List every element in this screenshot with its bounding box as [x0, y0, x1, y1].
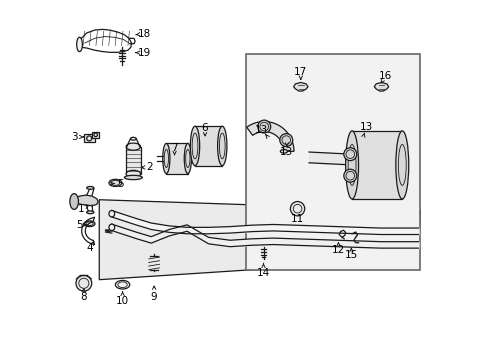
Circle shape: [343, 169, 356, 182]
Circle shape: [257, 120, 270, 133]
Polygon shape: [246, 122, 293, 151]
Text: 16: 16: [378, 71, 391, 81]
Text: 19: 19: [138, 48, 151, 58]
Text: 14: 14: [256, 267, 269, 278]
Ellipse shape: [280, 149, 287, 153]
Text: 11: 11: [290, 215, 304, 224]
Text: 13: 13: [280, 147, 293, 157]
Ellipse shape: [86, 186, 94, 189]
Ellipse shape: [126, 170, 140, 177]
Ellipse shape: [395, 131, 408, 199]
Text: 10: 10: [116, 296, 129, 306]
Text: 13: 13: [359, 122, 372, 132]
Bar: [351, 131, 402, 199]
Text: 12: 12: [331, 245, 345, 255]
Ellipse shape: [190, 126, 199, 166]
Text: 1: 1: [78, 204, 84, 214]
Polygon shape: [373, 82, 388, 91]
Ellipse shape: [84, 221, 95, 226]
FancyBboxPatch shape: [246, 54, 419, 270]
Bar: [126, 147, 140, 174]
Text: 3: 3: [71, 132, 77, 142]
Text: 2: 2: [146, 162, 152, 172]
Text: 18: 18: [138, 29, 151, 39]
Text: 8: 8: [81, 292, 87, 302]
Text: 6: 6: [202, 123, 208, 133]
Bar: [92, 132, 99, 138]
Ellipse shape: [109, 179, 122, 186]
Ellipse shape: [86, 211, 94, 214]
Polygon shape: [99, 200, 419, 280]
Circle shape: [290, 202, 304, 216]
Bar: [166, 143, 187, 174]
Ellipse shape: [109, 211, 115, 217]
Text: 13: 13: [255, 125, 268, 135]
Text: 17: 17: [294, 67, 307, 77]
Ellipse shape: [130, 137, 136, 140]
Circle shape: [76, 275, 92, 291]
Ellipse shape: [345, 131, 358, 199]
Ellipse shape: [163, 143, 169, 174]
Circle shape: [279, 134, 292, 147]
Ellipse shape: [126, 143, 140, 150]
Bar: [195, 126, 222, 166]
Text: 15: 15: [344, 250, 357, 260]
Ellipse shape: [115, 280, 129, 289]
Text: 5: 5: [117, 179, 124, 189]
Polygon shape: [293, 82, 307, 91]
Ellipse shape: [70, 194, 78, 210]
Polygon shape: [73, 195, 98, 206]
Ellipse shape: [109, 224, 115, 230]
Text: 5: 5: [76, 220, 82, 230]
Text: 9: 9: [150, 292, 157, 302]
Bar: [83, 134, 94, 142]
Circle shape: [343, 148, 356, 161]
Text: 7: 7: [171, 143, 178, 153]
Ellipse shape: [77, 37, 82, 51]
Ellipse shape: [184, 143, 191, 174]
Ellipse shape: [217, 126, 226, 166]
Ellipse shape: [124, 175, 142, 180]
Text: 4: 4: [86, 243, 93, 253]
